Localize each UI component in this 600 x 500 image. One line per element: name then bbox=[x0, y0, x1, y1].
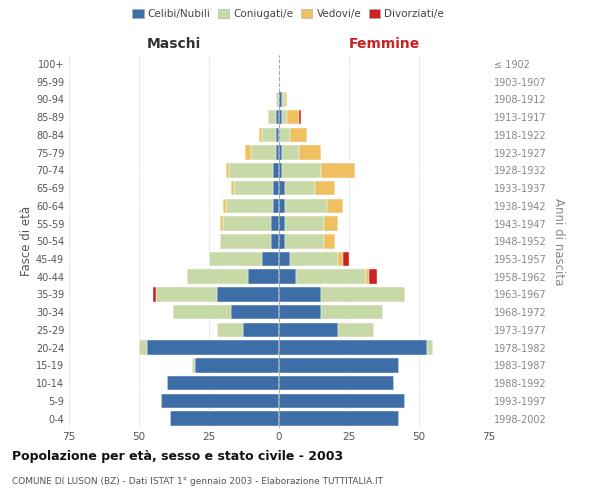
Text: Maschi: Maschi bbox=[147, 38, 201, 52]
Bar bbox=[271, 234, 279, 248]
Bar bbox=[296, 270, 366, 284]
Bar bbox=[279, 287, 321, 302]
Bar bbox=[343, 252, 349, 266]
Bar bbox=[282, 163, 321, 178]
Bar bbox=[279, 216, 284, 231]
Bar bbox=[279, 234, 284, 248]
Bar bbox=[262, 128, 276, 142]
Bar bbox=[248, 270, 279, 284]
Bar bbox=[290, 252, 338, 266]
Bar bbox=[139, 340, 148, 355]
Bar bbox=[279, 394, 405, 408]
Bar bbox=[217, 287, 279, 302]
Bar bbox=[226, 163, 229, 178]
Bar bbox=[324, 216, 338, 231]
Bar bbox=[223, 198, 226, 213]
Text: Femmine: Femmine bbox=[349, 38, 419, 52]
Bar bbox=[153, 287, 156, 302]
Bar bbox=[276, 128, 279, 142]
Bar bbox=[262, 252, 279, 266]
Bar bbox=[259, 128, 262, 142]
Bar bbox=[226, 198, 274, 213]
Bar bbox=[282, 110, 287, 124]
Bar bbox=[279, 181, 284, 196]
Bar bbox=[279, 110, 282, 124]
Bar bbox=[192, 358, 195, 372]
Bar bbox=[316, 181, 335, 196]
Bar bbox=[209, 252, 262, 266]
Bar bbox=[232, 181, 234, 196]
Bar bbox=[338, 252, 343, 266]
Bar bbox=[321, 163, 355, 178]
Bar bbox=[220, 234, 271, 248]
Text: COMUNE DI LUSON (BZ) - Dati ISTAT 1° gennaio 2003 - Elaborazione TUTTITALIA.IT: COMUNE DI LUSON (BZ) - Dati ISTAT 1° gen… bbox=[12, 478, 383, 486]
Bar bbox=[156, 287, 217, 302]
Bar bbox=[268, 110, 276, 124]
Bar bbox=[279, 322, 338, 337]
Bar bbox=[279, 198, 284, 213]
Bar bbox=[271, 216, 279, 231]
Bar bbox=[245, 146, 251, 160]
Bar bbox=[338, 322, 374, 337]
Bar bbox=[279, 412, 400, 426]
Bar bbox=[279, 340, 427, 355]
Bar bbox=[279, 305, 321, 320]
Bar bbox=[274, 198, 279, 213]
Bar bbox=[282, 146, 299, 160]
Bar bbox=[279, 252, 290, 266]
Text: Popolazione per età, sesso e stato civile - 2003: Popolazione per età, sesso e stato civil… bbox=[12, 450, 343, 463]
Bar bbox=[279, 163, 282, 178]
Bar bbox=[284, 181, 316, 196]
Bar bbox=[279, 358, 400, 372]
Bar bbox=[220, 216, 223, 231]
Bar bbox=[170, 412, 279, 426]
Bar bbox=[290, 128, 307, 142]
Bar bbox=[167, 376, 279, 390]
Y-axis label: Anni di nascita: Anni di nascita bbox=[552, 198, 565, 285]
Bar bbox=[299, 146, 321, 160]
Y-axis label: Fasce di età: Fasce di età bbox=[20, 206, 33, 276]
Bar bbox=[284, 234, 324, 248]
Bar bbox=[279, 376, 394, 390]
Bar bbox=[284, 216, 324, 231]
Bar bbox=[321, 287, 405, 302]
Bar bbox=[217, 322, 242, 337]
Bar bbox=[279, 270, 296, 284]
Bar bbox=[321, 305, 383, 320]
Bar bbox=[223, 216, 271, 231]
Bar bbox=[287, 110, 299, 124]
Bar bbox=[161, 394, 279, 408]
Bar bbox=[276, 146, 279, 160]
Bar bbox=[366, 270, 368, 284]
Bar bbox=[242, 322, 279, 337]
Bar bbox=[251, 146, 276, 160]
Bar bbox=[368, 270, 377, 284]
Bar bbox=[427, 340, 433, 355]
Legend: Celibi/Nubili, Coniugati/e, Vedovi/e, Divorziati/e: Celibi/Nubili, Coniugati/e, Vedovi/e, Di… bbox=[128, 5, 448, 24]
Bar bbox=[282, 92, 284, 106]
Bar bbox=[326, 198, 343, 213]
Bar bbox=[195, 358, 279, 372]
Bar bbox=[274, 181, 279, 196]
Bar bbox=[173, 305, 232, 320]
Bar bbox=[284, 198, 326, 213]
Bar bbox=[276, 110, 279, 124]
Bar bbox=[232, 305, 279, 320]
Bar bbox=[279, 146, 282, 160]
Bar bbox=[234, 181, 274, 196]
Bar bbox=[187, 270, 248, 284]
Bar bbox=[279, 128, 290, 142]
Bar bbox=[148, 340, 279, 355]
Bar bbox=[299, 110, 301, 124]
Bar bbox=[279, 92, 282, 106]
Bar bbox=[276, 92, 279, 106]
Bar bbox=[229, 163, 274, 178]
Bar bbox=[284, 92, 287, 106]
Bar bbox=[274, 163, 279, 178]
Bar bbox=[324, 234, 335, 248]
